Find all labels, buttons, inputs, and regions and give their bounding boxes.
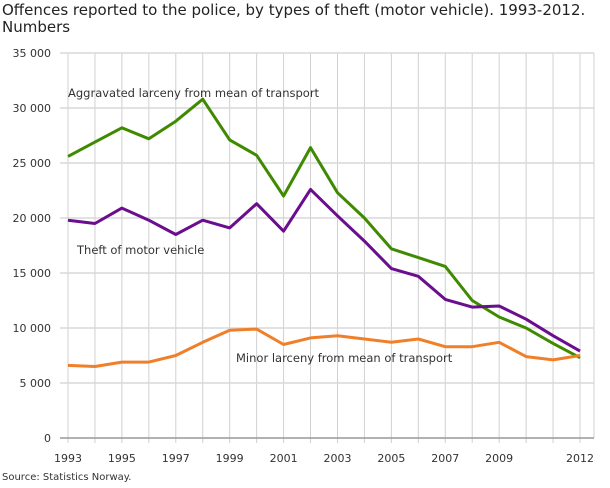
x-tick-label: 1995	[108, 452, 136, 465]
y-tick-label: 5 000	[20, 377, 52, 390]
y-tick-label: 10 000	[13, 322, 52, 335]
y-tick-label: 15 000	[13, 267, 52, 280]
x-tick-label: 2003	[323, 452, 351, 465]
x-tick-label: 2001	[270, 452, 298, 465]
x-tick-label: 1997	[162, 452, 190, 465]
x-tick-label: 1993	[54, 452, 82, 465]
x-tick-label: 2012	[566, 452, 594, 465]
y-tick-label: 35 000	[13, 47, 52, 60]
x-tick-label: 1999	[216, 452, 244, 465]
source-note: Source: Statistics Norway.	[2, 472, 132, 483]
x-tick-label: 2007	[431, 452, 459, 465]
y-tick-label: 0	[44, 432, 51, 445]
x-tick-label: 2005	[377, 452, 405, 465]
y-tick-label: 25 000	[13, 157, 52, 170]
series-label: Minor larceny from mean of transport	[236, 351, 453, 365]
series-label: Theft of motor vehicle	[76, 243, 204, 257]
series-line	[67, 187, 581, 353]
series-line	[67, 327, 581, 368]
series-line	[67, 97, 581, 360]
chart-title: Offences reported to the police, by type…	[2, 1, 586, 36]
y-tick-label: 30 000	[13, 102, 52, 115]
y-tick-label: 20 000	[13, 212, 52, 225]
x-tick-label: 2009	[485, 452, 513, 465]
series-label: Aggravated larceny from mean of transpor…	[68, 86, 320, 100]
